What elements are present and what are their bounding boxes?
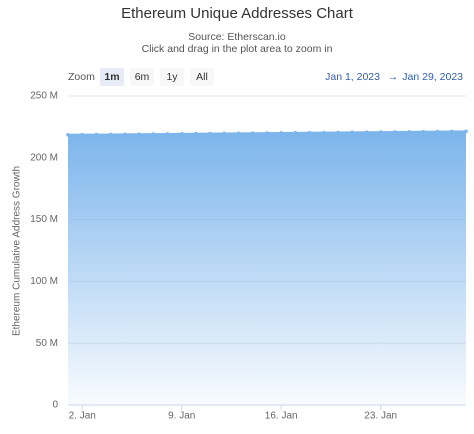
point xyxy=(151,132,156,136)
y-tick-label: 50 M xyxy=(36,338,58,349)
point xyxy=(407,130,411,134)
point xyxy=(80,132,85,137)
point xyxy=(336,130,340,135)
x-tick-label: 9. Jan xyxy=(168,411,195,422)
zoom-button-label[interactable]: All xyxy=(196,71,208,83)
point xyxy=(435,129,440,134)
zoom-button[interactable] xyxy=(190,68,214,86)
point xyxy=(165,132,170,136)
y-tick-label: 150 M xyxy=(30,214,58,225)
y-tick-label: 250 M xyxy=(30,91,58,102)
point xyxy=(378,130,383,134)
zoom-label: Zoom xyxy=(68,71,95,83)
point xyxy=(66,133,70,137)
point xyxy=(307,130,312,135)
point xyxy=(123,132,127,137)
point xyxy=(250,131,255,136)
zoom-button[interactable] xyxy=(100,68,124,86)
y-tick-label: 200 M xyxy=(30,152,58,163)
point xyxy=(108,132,113,137)
zoom-button[interactable] xyxy=(160,68,184,86)
range-from: Jan 1, 2023 xyxy=(325,71,380,83)
point xyxy=(279,131,284,135)
point xyxy=(179,132,184,136)
point xyxy=(464,129,468,134)
point xyxy=(194,131,198,136)
point xyxy=(265,131,269,135)
point xyxy=(322,130,326,135)
zoom-button[interactable] xyxy=(130,68,154,86)
range-separator: → xyxy=(388,71,399,83)
point xyxy=(364,130,369,135)
point xyxy=(449,129,454,134)
area xyxy=(68,131,466,405)
point xyxy=(137,132,141,136)
y-tick-label: 100 M xyxy=(30,276,58,287)
point xyxy=(350,130,355,135)
y-tick-label: 0 xyxy=(52,400,58,411)
point xyxy=(293,131,298,135)
x-tick-label: 2. Jan xyxy=(69,411,96,422)
point xyxy=(222,131,227,136)
zoom-button-label[interactable]: 6m xyxy=(135,71,150,83)
x-tick-label: 23. Jan xyxy=(364,411,397,422)
zoom-button-label[interactable]: 1m xyxy=(104,71,119,83)
zoom-button-label[interactable]: 1y xyxy=(166,71,178,83)
point xyxy=(421,129,426,134)
y-axis-title: Ethereum Cumulative Address Growth xyxy=(12,166,23,336)
point xyxy=(208,131,212,136)
point xyxy=(94,132,99,137)
point xyxy=(393,130,397,134)
x-tick-label: 16. Jan xyxy=(265,411,298,422)
chart-subtitle: Click and drag in the plot area to zoom … xyxy=(142,43,333,55)
point xyxy=(236,131,241,136)
range-to: Jan 29, 2023 xyxy=(402,71,463,83)
chart-title: Ethereum Unique Addresses Chart xyxy=(121,5,354,22)
chart-subtitle: Source: Etherscan.io xyxy=(188,31,286,43)
